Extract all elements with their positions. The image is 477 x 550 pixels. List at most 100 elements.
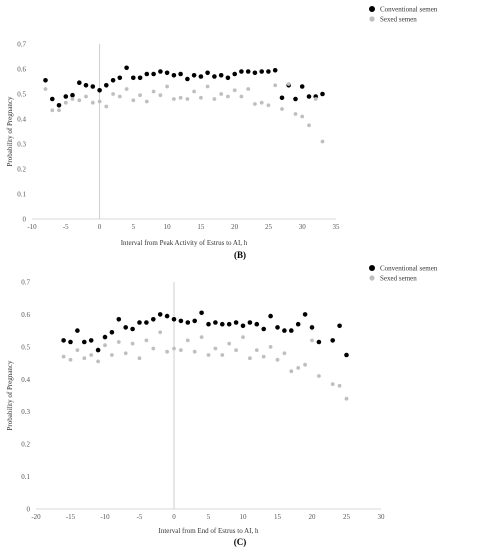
sexed-point [63, 100, 68, 105]
conventional-point [68, 339, 73, 345]
sexed-point [289, 369, 294, 374]
conventional-point [252, 70, 258, 76]
conventional-point [205, 70, 210, 76]
conventional-point [178, 71, 183, 77]
conventional-point [261, 326, 267, 332]
sexed-point [241, 335, 245, 339]
sexed-point [320, 139, 325, 144]
sexed-point [205, 84, 210, 89]
x-axis-label: Interval from Peak Activity of Estrus to… [121, 239, 248, 247]
y-axis-label: Probability of Pregnancy [6, 96, 14, 166]
conventional-point [109, 330, 115, 335]
sexed-point [116, 340, 121, 344]
sexed-point [144, 99, 149, 104]
conventional-point [279, 95, 285, 101]
sexed-point [124, 87, 129, 91]
x-tick-label: 10 [240, 513, 248, 521]
y-tick-label: 0.2 [21, 441, 30, 449]
conventional-point [330, 338, 336, 343]
conventional-point [302, 312, 308, 317]
sexed-point [275, 357, 280, 362]
conventional-point [171, 317, 177, 322]
conventional-point [213, 320, 218, 325]
sexed-point [117, 94, 122, 99]
conventional-point [232, 71, 237, 77]
conventional-point [282, 328, 287, 333]
sexed-point [212, 97, 217, 101]
conventional-point [157, 312, 163, 317]
sexed-point [310, 338, 314, 343]
x-tick-label: 10 [164, 223, 172, 231]
sexed-point [172, 97, 176, 101]
y-tick-label: 0.2 [17, 166, 26, 174]
conventional-point [309, 325, 315, 330]
sexed-point [96, 359, 100, 364]
sexed-point [254, 348, 259, 352]
conventional-point [63, 94, 69, 99]
conventional-point [70, 92, 75, 98]
conventional-point [199, 310, 204, 316]
conventional-point [88, 338, 94, 343]
sexed-point [226, 94, 230, 99]
y-tick-label: 0.3 [21, 408, 30, 416]
sexed-point [179, 348, 183, 352]
sexed-point [261, 354, 266, 359]
x-tick-label: -5 [63, 223, 69, 231]
legend-marker [369, 6, 375, 12]
chart-panel-c: 0 0.1 0.2 0.3 0.4 0.5 0.6 0.7 -20 -15 -10 -5 0 5 10 15 2… [6, 265, 438, 548]
sexed-point [199, 335, 204, 339]
sexed-point [123, 351, 128, 356]
x-tick-label: 0 [172, 513, 176, 521]
conventional-point [299, 84, 305, 89]
x-tick-label: 20 [231, 223, 239, 231]
sexed-point [82, 356, 87, 361]
legend-marker [369, 275, 375, 281]
x-tick-label: 25 [343, 513, 351, 521]
conventional-point [43, 78, 48, 83]
sexed-point [293, 112, 298, 116]
sexed-point [158, 330, 163, 335]
conventional-point [110, 78, 116, 83]
sexed-point [239, 94, 244, 99]
x-tick-label: -20 [31, 513, 41, 521]
legend-label: Sexed semen [380, 16, 417, 24]
conventional-point [164, 313, 170, 319]
sexed-point [344, 396, 349, 401]
sexed-point [57, 108, 61, 113]
conventional-point [123, 325, 128, 330]
sexed-point [130, 341, 135, 346]
conventional-point [171, 73, 177, 78]
sexed-point [185, 97, 190, 101]
conventional-point [185, 320, 191, 325]
conventional-point [137, 75, 143, 81]
x-tick-label: 25 [265, 223, 273, 231]
conventional-point [137, 320, 142, 325]
conventional-point [130, 326, 135, 332]
legend-label: Conventional semen [380, 6, 438, 14]
sexed-point [280, 107, 284, 111]
conventional-point [225, 75, 231, 81]
sexed-point [50, 108, 55, 113]
conventional-point [151, 71, 156, 77]
sexed-point [151, 346, 156, 351]
sexed-point [68, 357, 73, 362]
conventional-point [124, 65, 129, 71]
x-tick-label: -10 [100, 513, 110, 521]
conventional-point [198, 74, 204, 79]
conventional-point [97, 88, 102, 93]
sexed-point [266, 103, 271, 108]
y-tick-label: 0.7 [17, 41, 26, 49]
sexed-point [172, 346, 176, 351]
x-tick-label: 35 [333, 223, 341, 231]
sexed-point [192, 89, 197, 94]
conventional-point [206, 321, 211, 327]
conventional-point [102, 334, 108, 340]
sexed-point [137, 356, 142, 361]
sexed-point [43, 87, 48, 91]
x-tick-label: -15 [66, 513, 76, 521]
conventional-point [247, 320, 253, 325]
conventional-point [164, 70, 170, 76]
x-axis-label: Interval from End of Estrus to AI, h [159, 527, 259, 535]
y-tick-label: 0.7 [21, 279, 30, 287]
